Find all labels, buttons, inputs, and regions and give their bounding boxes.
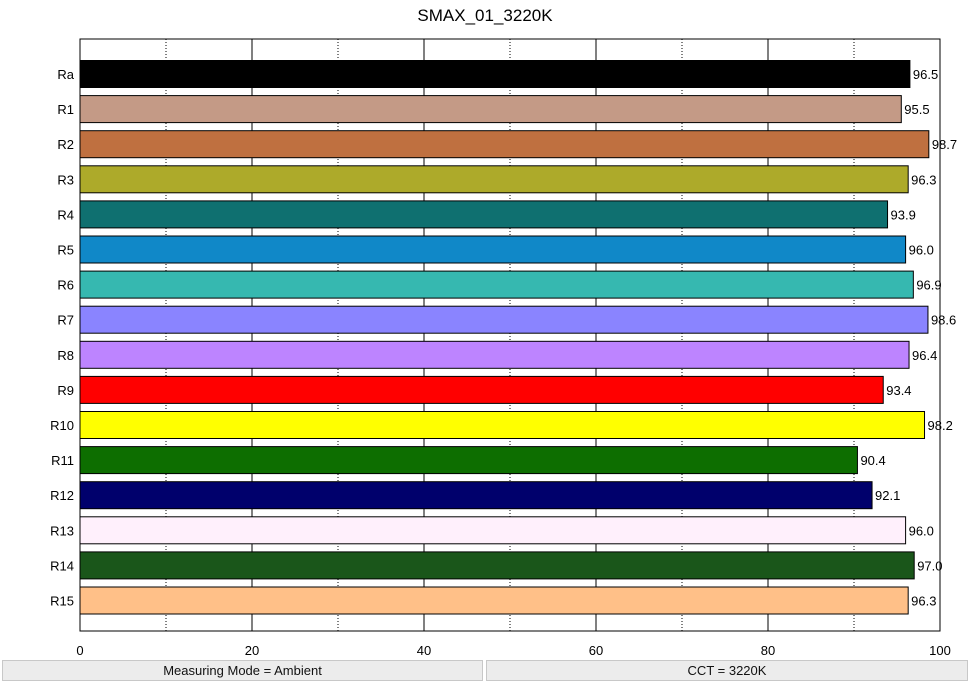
value-label-r7: 98.6 (931, 313, 956, 328)
value-label-r11: 90.4 (860, 453, 885, 468)
x-tick-label-80: 80 (761, 643, 775, 658)
bar-r15 (79, 586, 909, 615)
category-label-r14: R14 (50, 558, 74, 573)
bar-r7 (79, 305, 929, 334)
value-label-r10: 98.2 (928, 418, 953, 433)
bar-r4 (79, 200, 889, 229)
value-label-r5: 96.0 (909, 243, 934, 258)
x-tick-label-40: 40 (417, 643, 431, 658)
value-label-r9: 93.4 (886, 383, 911, 398)
category-label-r1: R1 (57, 102, 74, 117)
value-label-r8: 96.4 (912, 348, 937, 363)
category-label-r2: R2 (57, 137, 74, 152)
bar-r12 (79, 481, 873, 510)
value-label-r15: 96.3 (911, 594, 936, 609)
value-label-r14: 97.0 (917, 558, 942, 573)
category-label-r5: R5 (57, 243, 74, 258)
bar-r10 (79, 411, 926, 439)
x-tick-label-20: 20 (245, 643, 259, 658)
category-label-r8: R8 (57, 348, 74, 363)
status-bar: Measuring Mode = Ambient CCT = 3220K (0, 659, 970, 683)
chart-title: SMAX_01_3220K (417, 6, 553, 25)
value-label-r3: 96.3 (911, 172, 936, 187)
value-label-r6: 96.9 (916, 278, 941, 293)
x-tick-label-0: 0 (76, 643, 83, 658)
bar-r1 (79, 95, 902, 124)
value-label-r4: 93.9 (891, 207, 916, 222)
category-label-r10: R10 (50, 418, 74, 433)
x-tick-label-100: 100 (929, 643, 951, 658)
bar-r6 (79, 270, 914, 299)
value-label-ra: 96.5 (913, 67, 938, 82)
bar-r9 (79, 375, 884, 404)
cct-status: CCT = 3220K (486, 660, 968, 681)
bar-r11 (79, 446, 858, 475)
value-label-r2: 98.7 (932, 137, 957, 152)
bar-r3 (79, 165, 909, 194)
value-label-r12: 92.1 (875, 488, 900, 503)
value-label-r13: 96.0 (909, 523, 934, 538)
category-label-r7: R7 (57, 313, 74, 328)
measuring-mode-status: Measuring Mode = Ambient (2, 660, 483, 681)
category-label-r12: R12 (50, 488, 74, 503)
category-label-r9: R9 (57, 383, 74, 398)
bar-r2 (79, 130, 930, 159)
category-label-r15: R15 (50, 594, 74, 609)
category-label-r11: R11 (51, 453, 74, 468)
bar-r8 (79, 340, 910, 369)
bar-r14 (79, 551, 915, 580)
x-tick-label-60: 60 (589, 643, 603, 658)
bar-r13 (79, 516, 907, 545)
category-label-r3: R3 (57, 172, 74, 187)
bar-ra (79, 60, 911, 88)
category-label-ra: Ra (57, 67, 74, 82)
category-label-r13: R13 (50, 523, 74, 538)
category-label-r4: R4 (57, 207, 74, 222)
category-label-r6: R6 (57, 278, 74, 293)
bar-r5 (79, 235, 907, 264)
value-label-r1: 95.5 (904, 102, 929, 117)
